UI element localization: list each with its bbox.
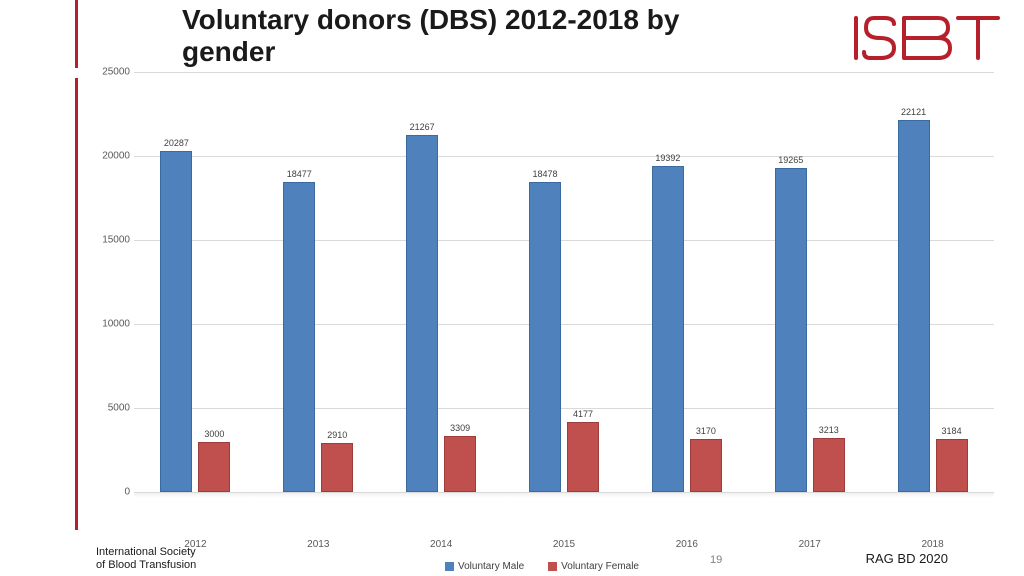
x-axis-label: 2013	[307, 539, 329, 550]
gridline	[134, 492, 994, 493]
bar-value-label: 22121	[901, 107, 926, 117]
bar-male	[160, 151, 192, 492]
bar-female	[936, 439, 968, 492]
legend-item: Voluntary Female	[548, 561, 639, 572]
bar-value-label: 3213	[819, 425, 839, 435]
slide: Voluntary donors (DBS) 2012-2018 by gend…	[0, 0, 1024, 576]
bar-value-label: 3184	[942, 426, 962, 436]
x-axis-label: 2014	[430, 539, 452, 550]
page-number: 19	[710, 554, 722, 566]
x-axis-label: 2017	[799, 539, 821, 550]
bar-male	[652, 166, 684, 492]
bar-female	[198, 442, 230, 492]
bar-female	[690, 439, 722, 492]
legend-label: Voluntary Female	[561, 561, 639, 572]
footer-org-line1: International Society	[96, 546, 196, 559]
bar-male	[406, 135, 438, 492]
gridline	[134, 408, 994, 409]
bar-value-label: 19392	[655, 153, 680, 163]
x-axis-label: 2016	[676, 539, 698, 550]
gridline	[134, 72, 994, 73]
y-axis-label: 10000	[92, 319, 130, 330]
y-axis-label: 25000	[92, 67, 130, 78]
plot-region: 20287 3000 18477 2910 21267 3309 18478 4177 1939…	[134, 72, 994, 492]
x-axis-label: 2018	[921, 539, 943, 550]
bar-value-label: 20287	[164, 138, 189, 148]
legend-swatch	[548, 562, 557, 571]
bar-male	[283, 182, 315, 492]
footer-right: RAG BD 2020	[866, 551, 948, 566]
legend-label: Voluntary Male	[458, 561, 524, 572]
bar-value-label: 21267	[410, 122, 435, 132]
bar-female	[813, 438, 845, 492]
accent-bar-top	[75, 0, 78, 68]
y-axis-label: 15000	[92, 235, 130, 246]
legend: Voluntary Male Voluntary Female	[82, 561, 1002, 572]
y-axis-label: 20000	[92, 151, 130, 162]
legend-swatch	[445, 562, 454, 571]
isbt-logo	[846, 10, 1006, 71]
bar-value-label: 4177	[573, 409, 593, 419]
bar-female	[567, 422, 599, 492]
bar-value-label: 19265	[778, 155, 803, 165]
chart-title: Voluntary donors (DBS) 2012-2018 by gend…	[182, 4, 742, 68]
bar-value-label: 3170	[696, 426, 716, 436]
accent-bar-left	[75, 78, 78, 530]
bar-value-label: 18478	[532, 169, 557, 179]
bar-value-label: 2910	[327, 430, 347, 440]
bar-value-label: 3309	[450, 423, 470, 433]
y-axis-label: 0	[92, 487, 130, 498]
legend-item: Voluntary Male	[445, 561, 524, 572]
bar-value-label: 18477	[287, 169, 312, 179]
gridline	[134, 324, 994, 325]
bar-value-label: 3000	[204, 429, 224, 439]
footer-org-line2: of Blood Transfusion	[96, 559, 196, 572]
y-axis-label: 5000	[92, 403, 130, 414]
footer-org: International Society of Blood Transfusi…	[96, 546, 196, 572]
x-axis-label: 2015	[553, 539, 575, 550]
bar-female	[321, 443, 353, 492]
bar-male	[529, 182, 561, 492]
bar-male	[775, 168, 807, 492]
chart-area: 20287 3000 18477 2910 21267 3309 18478 4177 1939…	[82, 72, 1002, 532]
bar-male	[898, 120, 930, 492]
gridline	[134, 156, 994, 157]
bar-female	[444, 436, 476, 492]
gridline	[134, 240, 994, 241]
